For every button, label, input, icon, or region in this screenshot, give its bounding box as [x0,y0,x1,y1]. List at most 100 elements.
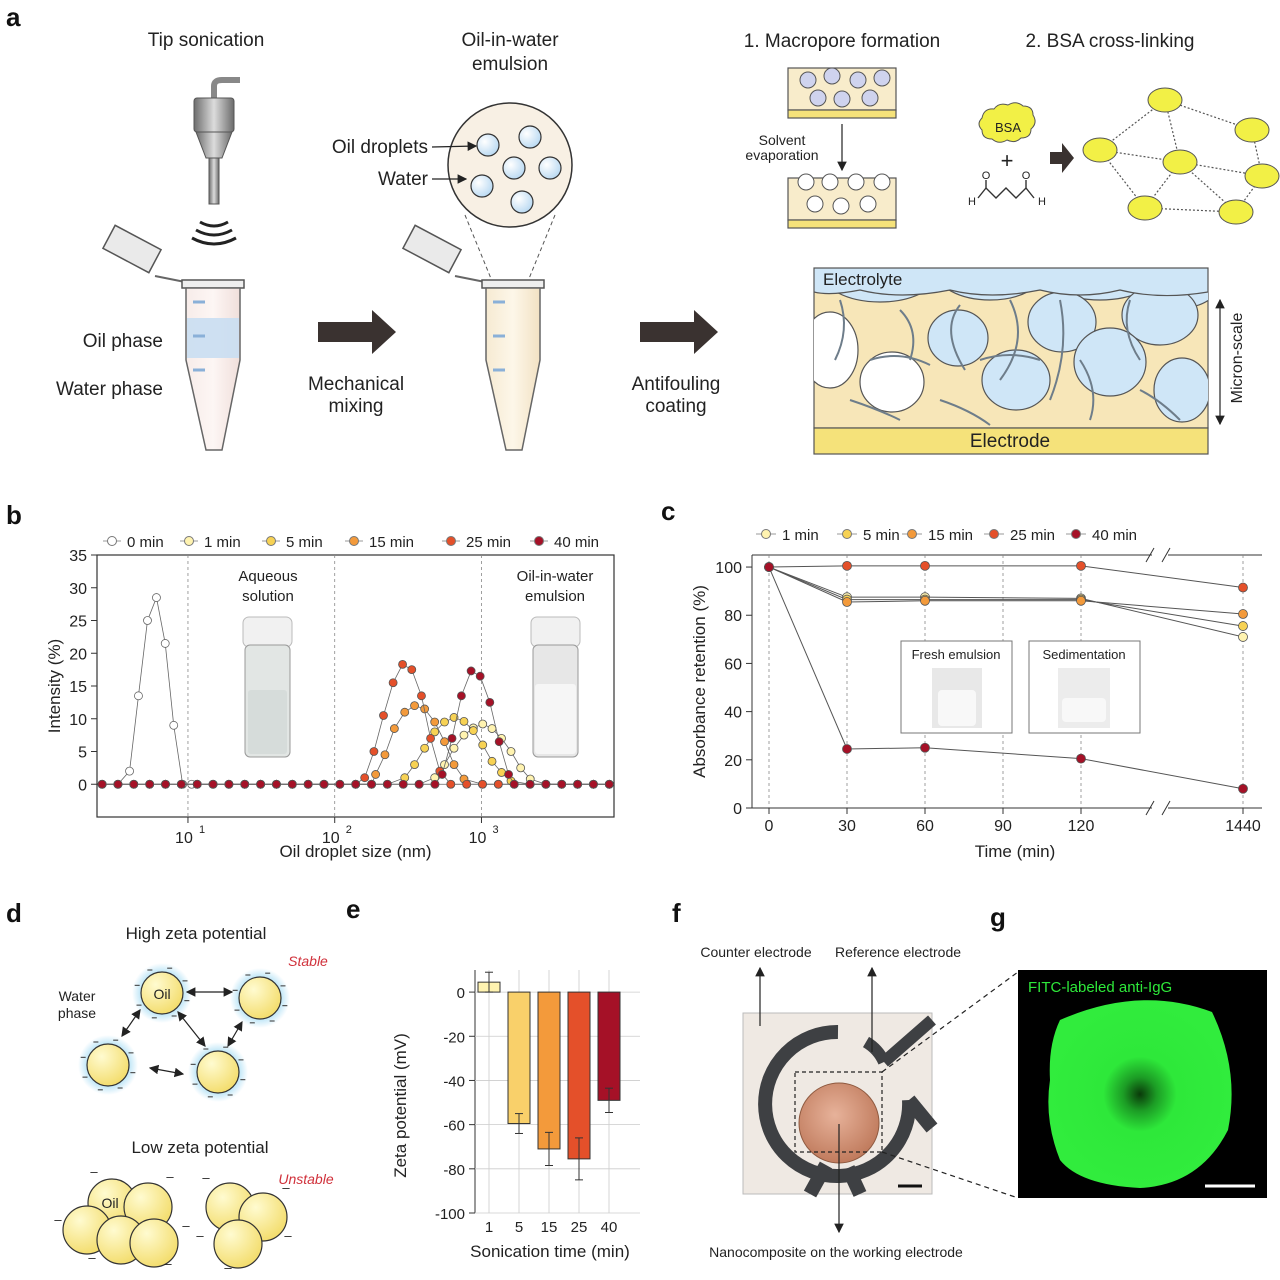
step-macropore-title: 1. Macropore formation [744,31,940,52]
ytick-label-e: -100 [435,1206,465,1223]
data-point-b [371,770,381,779]
data-point-c [1076,560,1086,571]
data-point-b [525,779,535,789]
data-point-b [224,779,234,789]
macropore [927,309,989,367]
xlabel-b: Oil droplet size (nm) [279,842,431,861]
xtick-label-c: 0 [765,818,774,835]
data-point-b [287,779,297,789]
data-point-b [192,779,202,789]
legend-marker-b [534,536,544,546]
aldehyde-h-right: H [1038,196,1046,208]
bars-e [477,971,621,1181]
data-point-b [466,666,476,676]
interaction-arrow [227,1020,243,1048]
macropore [1153,357,1208,423]
interaction-arrow [121,1009,141,1037]
ytick-label-b: 15 [69,679,87,696]
matrix-crack [1079,359,1095,421]
legend-marker-b [349,536,359,546]
inset-sedimentation [1028,640,1141,734]
inset-sed-label: Sedimentation [1042,647,1125,662]
data-point-b [462,779,472,789]
data-point-b [509,779,519,789]
ytick-label-e: -60 [443,1118,465,1135]
ytick-label-b: 5 [78,745,87,762]
charge-mark-low: – [182,1218,190,1233]
data-point-b [468,726,478,735]
panel-b: b 0 min 1 min 5 min 15 min 25 min 40 min 0510… [6,500,615,861]
inset-emulsion-l1: Oil-in-water [517,568,594,585]
ytick-label-c: 40 [724,705,742,722]
fitc-label: FITC-labeled anti-IgG [1028,979,1172,996]
xtick-label-e: 40 [601,1219,618,1236]
legend-marker-b [107,536,117,546]
panel-f-label: f [672,898,681,928]
matrix-crack [1125,299,1141,361]
data-point-b [410,760,419,769]
data-point-b [125,766,134,776]
panel-e-label: e [346,894,360,924]
xtick-label-b: 10 [175,830,193,847]
data-point-b [398,779,408,789]
ytick-label-b: 10 [69,712,87,729]
legend-b: 0 min 1 min 5 min 15 min 25 min 40 min [103,534,599,551]
inset-aqueous-l1: Aqueous [238,568,297,585]
legend-label-c: 15 min [928,527,973,544]
series-line-c [768,566,1244,615]
data-point-b [557,779,567,789]
data-point-b [407,665,417,675]
panel-d: d High zeta potential Stable Water phase… [6,898,334,1275]
data-point-b [169,720,179,730]
data-point-b [487,724,497,733]
electrolyte-label: Electrolyte [823,270,902,289]
ytick-label-c: 100 [715,560,742,577]
ylabel-e: Zeta potential (mV) [391,1033,410,1178]
macropore-after [787,173,897,229]
bsa-protein [1127,195,1163,221]
xtick-exp-b: 2 [346,824,352,836]
tip-sonication-title: Tip sonication [148,30,265,51]
aldehyde-h-left: H [968,196,976,208]
legend-marker-b [266,536,276,546]
counter-electrode-label: Counter electrode [700,944,812,960]
data-point-b [382,779,392,789]
xtick-label-c: 90 [994,818,1012,835]
data-point-b [388,678,398,688]
data-point-b [440,717,449,727]
data-point-b [400,707,410,717]
data-point-b [152,593,161,602]
data-point-b [494,737,504,747]
data-point-b [129,779,139,789]
data-point-b [176,779,186,789]
data-point-c [1238,783,1248,794]
data-point-b [380,750,390,760]
series-b [97,593,614,789]
data-point-b [504,770,513,779]
legend-label-b: 1 min [204,534,241,551]
data-point-b [143,616,152,625]
ytick-label-c: 60 [724,656,742,673]
data-point-b [160,639,170,648]
inset-fresh-label: Fresh emulsion [912,647,1001,662]
aldehyde-o-right: O [1022,170,1031,182]
data-point-c [1238,582,1248,593]
fluorescent-electrode [1048,1000,1232,1188]
reference-electrode-label: Reference electrode [835,944,961,960]
inset-fresh-emulsion [900,640,1013,734]
antifouling-coating-l1: Antifouling [632,374,721,395]
emulsion-title-l1: Oil-in-water [461,30,559,51]
data-point-b [113,779,123,789]
data-point-b [134,691,143,701]
bsa-label: BSA [995,120,1021,135]
data-point-b [360,773,370,783]
data-point-b [208,779,218,789]
water-phase-d-l1: Water [59,988,96,1004]
bsa-protein [1082,137,1118,163]
inset-aqueous-l2: solution [242,588,294,605]
data-point-c [920,742,930,753]
macropore [859,351,925,413]
legend-c: 1 min 5 min 15 min 25 min 40 min [756,527,1137,544]
